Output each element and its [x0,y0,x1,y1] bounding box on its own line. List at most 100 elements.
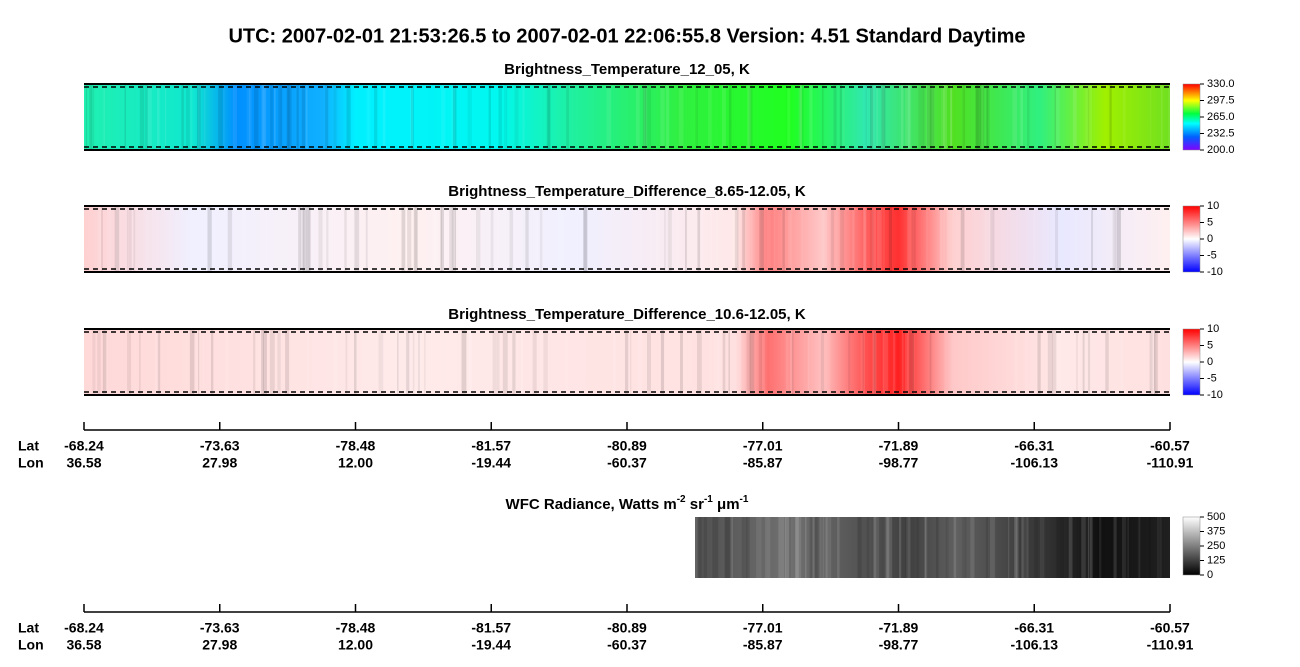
image-streak [1161,84,1163,150]
image-streak [132,206,134,272]
image-streak [129,206,132,272]
image-streak [583,206,587,272]
colorbar-label: 297.5 [1207,94,1235,106]
image-streak [498,84,501,150]
image-streak [1127,517,1129,578]
image-streak [1040,517,1044,578]
image-streak [521,329,523,395]
image-streak [509,206,513,272]
image-streak [695,517,698,578]
image-streak [677,206,679,272]
image-streak [145,84,148,150]
image-streak [867,517,869,578]
image-streak [876,84,877,150]
image-streak [801,206,803,272]
lon-value: 27.98 [202,455,237,471]
image-streak [115,206,119,272]
image-streak [808,329,810,395]
lon-value: 27.98 [202,637,237,653]
image-streak [1055,84,1056,150]
image-streak [704,517,707,578]
image-streak [1037,329,1040,395]
image-streak [872,206,876,272]
image-streak [397,329,398,395]
lon-value: -19.44 [471,637,511,653]
image-streak [366,206,368,272]
image-streak [218,84,223,150]
image-streak [918,84,923,150]
image-streak [1087,84,1092,150]
image-streak [699,517,702,578]
page-title: UTC: 2007-02-01 21:53:26.5 to 2007-02-01… [228,25,1025,47]
image-streak [822,206,827,272]
image-streak [889,206,892,272]
image-streak [701,206,704,272]
image-streak [1081,517,1086,578]
image-streak [1048,329,1053,395]
image-streak [134,329,136,395]
lon-label: Lon [18,455,44,471]
title-part: sr [686,496,705,513]
image-streak [917,517,919,578]
image-streak [1088,84,1089,150]
image-streak [866,84,867,150]
image-streak [565,329,568,395]
image-streak [265,206,267,272]
image-streak [989,206,993,272]
colorbar-label: 0 [1207,356,1213,368]
image-streak [434,206,439,272]
image-streak [661,329,664,395]
colorbar [1183,84,1200,150]
image-streak [402,206,406,272]
image-streak [325,84,328,150]
image-streak [738,329,741,395]
image-streak [491,206,494,272]
image-streak [452,206,456,272]
lat-value: -71.89 [879,620,919,636]
image-streak [697,206,700,272]
image-streak [419,329,420,395]
image-streak [843,84,845,150]
lat-value: -68.24 [64,438,104,454]
lat-label: Lat [18,620,39,636]
image-streak [765,517,770,578]
image-streak [1083,329,1085,395]
image-streak [89,84,92,150]
image-streak [822,84,824,150]
image-streak [983,206,988,272]
image-streak [192,206,196,272]
title-part: μm [713,496,740,513]
image-streak [127,206,128,272]
image-streak [940,206,942,272]
image-streak [1034,206,1036,272]
image-streak [344,206,346,272]
image-streak [318,206,322,272]
image-streak [840,206,844,272]
image-streak [1085,84,1087,150]
image-streak [1062,517,1064,578]
image-streak [712,517,718,578]
image-streak [525,206,528,272]
image-streak [512,329,515,395]
image-streak [666,84,669,150]
image-streak [746,517,750,578]
image-streak [127,329,131,395]
lon-value: 36.58 [66,455,101,471]
image-streak [560,206,564,272]
image-streak [383,84,386,150]
image-streak [647,84,651,150]
image-streak [812,517,818,578]
image-streak [414,206,418,272]
image-streak [407,206,411,272]
image-streak [97,329,100,395]
colorbar-label: 0 [1207,233,1213,245]
image-streak [261,329,264,395]
colorbar-label: 330.0 [1207,78,1235,90]
image-streak [1025,329,1028,395]
lat-value: -66.31 [1014,620,1054,636]
image-streak [92,84,95,150]
image-streak [873,517,876,578]
image-streak [253,329,255,395]
image-streak [410,84,413,150]
